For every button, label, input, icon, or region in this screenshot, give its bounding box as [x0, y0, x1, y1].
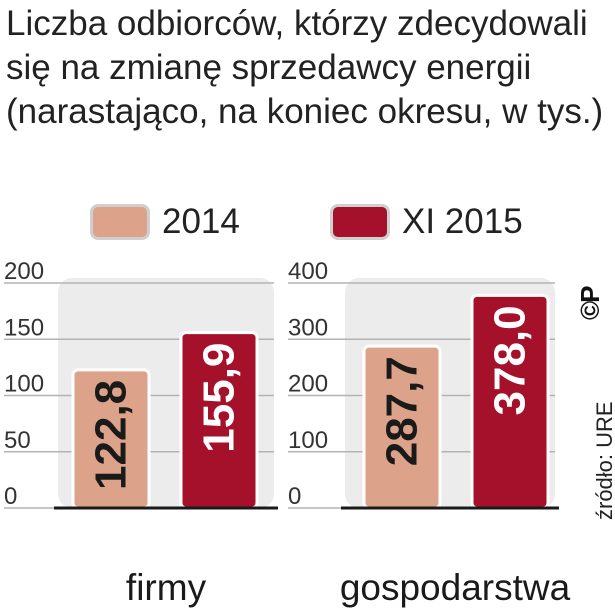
y-tick-label: 200: [4, 258, 44, 285]
data-label: 287,7: [378, 356, 427, 466]
legend-item-2014: 2014: [90, 200, 240, 244]
y-tick-label: 300: [288, 314, 328, 341]
source-note: źródło: URE: [592, 401, 615, 520]
category-label: firmy: [126, 567, 207, 608]
legend-label-2014: 2014: [162, 202, 240, 241]
chart-title: Liczba odbiorców, którzy zdecydowali się…: [6, 4, 604, 131]
y-tick-label: 200: [288, 371, 328, 398]
legend-swatch-xi-2015: [330, 204, 390, 240]
y-tick-label: 0: [288, 483, 301, 510]
publisher-logo: ©P: [575, 287, 605, 321]
data-label: 122,8: [87, 380, 136, 490]
category-label: gospodarstwa: [340, 567, 571, 608]
y-tick-label: 50: [4, 427, 31, 454]
legend-item-xi-2015: XI 2015: [330, 200, 523, 244]
data-label: 378,0: [486, 305, 535, 415]
legend-label-xi-2015: XI 2015: [402, 202, 523, 241]
y-tick-label: 400: [288, 258, 328, 285]
y-tick-label: 100: [4, 371, 44, 398]
data-label: 155,9: [195, 343, 244, 453]
y-tick-label: 0: [4, 483, 17, 510]
y-tick-label: 150: [4, 314, 44, 341]
y-tick-label: 100: [288, 427, 328, 454]
legend-swatch-2014: [90, 204, 150, 240]
